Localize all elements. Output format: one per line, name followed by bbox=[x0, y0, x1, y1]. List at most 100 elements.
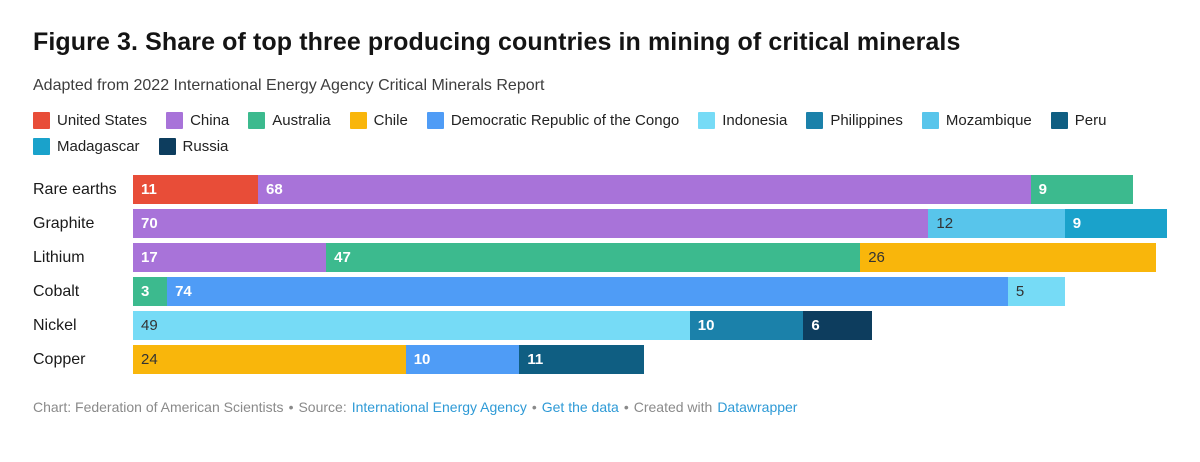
chart-subtitle: Adapted from 2022 International Energy A… bbox=[33, 77, 545, 94]
footer-source-link[interactable]: International Energy Agency bbox=[351, 399, 527, 415]
legend-item-peru: Peru bbox=[1050, 111, 1107, 130]
segment-value-label: 10 bbox=[413, 351, 431, 368]
row-label: Rare earths bbox=[33, 181, 117, 198]
legend-label: Russia bbox=[182, 138, 229, 155]
footer-separator: • bbox=[288, 399, 294, 415]
segment-value-label: 9 bbox=[1038, 181, 1047, 198]
footer-source-label: Source: bbox=[298, 399, 347, 415]
legend-label: Chile bbox=[373, 112, 408, 129]
segment-value-label: 49 bbox=[141, 317, 158, 334]
row-label: Graphite bbox=[33, 215, 95, 232]
chart-title: Figure 3. Share of top three producing c… bbox=[33, 28, 961, 56]
bar-segment-australia: 47 bbox=[326, 243, 861, 272]
legend: United States China Australia Chile Democrat… bbox=[33, 111, 1167, 156]
legend-item-indonesia: Indonesia bbox=[698, 111, 787, 130]
legend-item-china: China bbox=[166, 111, 229, 130]
footer-separator: • bbox=[623, 399, 629, 415]
row-label: Nickel bbox=[33, 317, 77, 334]
row-label: Lithium bbox=[33, 249, 85, 266]
legend-swatch-icon bbox=[1050, 112, 1068, 129]
bar-segment-madagascar: 9 bbox=[1064, 209, 1167, 238]
legend-item-australia: Australia bbox=[248, 111, 331, 130]
legend-label: Indonesia bbox=[722, 112, 788, 129]
footer-separator: • bbox=[531, 399, 537, 415]
legend-item-mozambique: Mozambique bbox=[921, 111, 1032, 130]
bar-segment-mozambique: 12 bbox=[928, 209, 1065, 238]
legend-swatch-icon bbox=[426, 112, 444, 129]
bar-row-lithium: Lithium 17 47 26 bbox=[33, 243, 1167, 272]
legend-label: Philippines bbox=[830, 112, 903, 129]
bar-segment-peru: 11 bbox=[519, 345, 645, 374]
bar-segment-democratic-republic-of-the-congo: 74 bbox=[167, 277, 1008, 306]
legend-label: China bbox=[190, 112, 230, 129]
bar-row-rare-earths: Rare earths 11 68 9 bbox=[33, 175, 1167, 204]
bar-segment-united-states: 11 bbox=[133, 175, 258, 204]
segment-value-label: 6 bbox=[811, 317, 820, 334]
bar-track: 3 74 5 bbox=[133, 277, 1167, 306]
footer: Chart: Federation of American Scientists… bbox=[33, 398, 1167, 416]
bar-segment-australia: 3 bbox=[133, 277, 168, 306]
legend-swatch-icon bbox=[33, 138, 50, 155]
legend-item-united-states: United States bbox=[33, 111, 147, 130]
bar-segment-indonesia: 5 bbox=[1007, 277, 1065, 306]
segment-value-label: 9 bbox=[1072, 215, 1082, 232]
segment-value-label: 70 bbox=[141, 215, 158, 232]
footer-get-data-link[interactable]: Get the data bbox=[541, 399, 619, 415]
legend-item-democratic-republic-of-the-congo: Democratic Republic of the Congo bbox=[426, 111, 680, 130]
segment-value-label: 47 bbox=[334, 249, 351, 266]
segment-value-label: 11 bbox=[527, 351, 544, 368]
row-label: Copper bbox=[33, 351, 86, 368]
segment-value-label: 12 bbox=[936, 215, 954, 232]
legend-swatch-icon bbox=[806, 112, 824, 129]
legend-swatch-icon bbox=[166, 112, 184, 129]
bar-track: 49 10 6 bbox=[133, 311, 1167, 340]
legend-swatch-icon bbox=[158, 138, 176, 155]
segment-value-label: 11 bbox=[141, 181, 157, 198]
segment-value-label: 26 bbox=[868, 249, 885, 266]
bar-track: 24 10 11 bbox=[133, 345, 1167, 374]
segment-value-label: 5 bbox=[1015, 283, 1025, 300]
bar-track: 17 47 26 bbox=[133, 243, 1167, 272]
bar-segment-philippines: 10 bbox=[689, 311, 804, 340]
bar-segment-china: 70 bbox=[133, 209, 929, 238]
footer-chart-credit: Chart: Federation of American Scientists bbox=[33, 399, 284, 415]
bar-segment-democratic-republic-of-the-congo: 10 bbox=[405, 345, 520, 374]
legend-label: Mozambique bbox=[945, 112, 1032, 129]
legend-item-chile: Chile bbox=[349, 111, 408, 130]
bar-chart: Rare earths 11 68 9 Graphite 70 12 9 Lithium 17 47… bbox=[33, 175, 1167, 374]
footer-created-with-label: Created with bbox=[633, 399, 713, 415]
segment-value-label: 3 bbox=[141, 283, 150, 300]
footer-datawrapper-link[interactable]: Datawrapper bbox=[717, 399, 798, 415]
row-label: Cobalt bbox=[33, 283, 80, 300]
bar-row-nickel: Nickel 49 10 6 bbox=[33, 311, 1167, 340]
bar-segment-australia: 9 bbox=[1030, 175, 1133, 204]
legend-label: Madagascar bbox=[57, 138, 140, 155]
legend-label: United States bbox=[57, 112, 148, 129]
bar-segment-chile: 24 bbox=[133, 345, 406, 374]
bar-segment-russia: 6 bbox=[803, 311, 872, 340]
legend-swatch-icon bbox=[921, 112, 939, 129]
legend-label: Australia bbox=[272, 112, 331, 129]
bar-track: 11 68 9 bbox=[133, 175, 1167, 204]
bar-segment-china: 68 bbox=[257, 175, 1031, 204]
bar-segment-indonesia: 49 bbox=[133, 311, 690, 340]
legend-swatch-icon bbox=[349, 112, 367, 129]
legend-item-philippines: Philippines bbox=[806, 111, 903, 130]
legend-swatch-icon bbox=[248, 112, 266, 129]
segment-value-label: 74 bbox=[175, 283, 192, 300]
bar-track: 70 12 9 bbox=[133, 209, 1167, 238]
bar-segment-china: 17 bbox=[133, 243, 327, 272]
bar-row-graphite: Graphite 70 12 9 bbox=[33, 209, 1167, 238]
segment-value-label: 68 bbox=[265, 181, 283, 198]
segment-value-label: 24 bbox=[141, 351, 158, 368]
legend-label: Peru bbox=[1074, 112, 1107, 129]
legend-label: Democratic Republic of the Congo bbox=[450, 112, 680, 129]
bar-row-cobalt: Cobalt 3 74 5 bbox=[33, 277, 1167, 306]
segment-value-label: 17 bbox=[141, 249, 158, 266]
bar-segment-chile: 26 bbox=[860, 243, 1156, 272]
legend-swatch-icon bbox=[698, 112, 716, 129]
legend-item-madagascar: Madagascar bbox=[33, 137, 140, 156]
bar-row-copper: Copper 24 10 11 bbox=[33, 345, 1167, 374]
legend-swatch-icon bbox=[33, 112, 50, 129]
